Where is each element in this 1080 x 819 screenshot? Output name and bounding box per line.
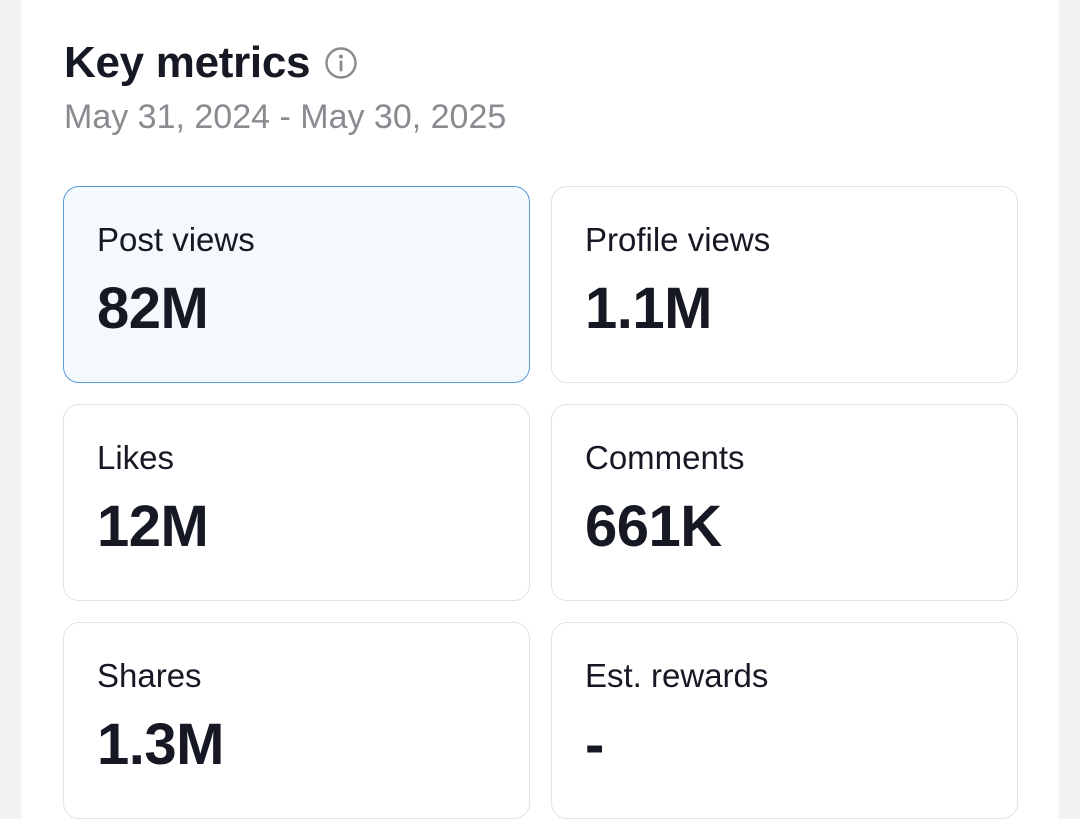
metric-label: Profile views [585,221,771,258]
metric-label: Est. rewards [585,657,769,694]
metric-label: Likes [97,439,175,476]
section-title: Key metrics [64,38,311,87]
metric-card-post-views[interactable]: Post views 82M [63,186,530,383]
metric-value: 661K [585,494,722,559]
metric-card-likes[interactable]: Likes 12M [63,404,530,601]
metric-card-shares[interactable]: Shares 1.3M [63,622,530,819]
key-metrics-header: Key metrics [64,38,358,88]
metric-card-comments[interactable]: Comments 661K [551,404,1018,601]
metric-value: 1.3M [97,712,224,777]
info-circle-icon[interactable] [324,46,358,80]
metric-value: - [585,712,604,777]
metric-label: Comments [585,439,745,476]
metric-value: 12M [97,494,209,559]
metric-card-profile-views[interactable]: Profile views 1.1M [551,186,1018,383]
metrics-grid: Post views 82M Profile views 1.1M Likes … [63,186,1018,819]
metric-label: Shares [97,657,202,694]
metric-label: Post views [97,221,255,258]
metric-value: 1.1M [585,276,712,341]
metric-card-est-rewards[interactable]: Est. rewards - [551,622,1018,819]
metric-value: 82M [97,276,209,341]
date-range: May 31, 2024 - May 30, 2025 [64,98,507,136]
